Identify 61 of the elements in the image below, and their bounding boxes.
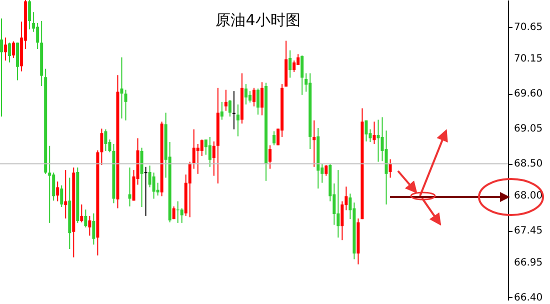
- candlestick: [92, 212, 96, 246]
- candlestick: [228, 100, 232, 118]
- candlestick: [140, 147, 144, 208]
- candlestick: [148, 165, 152, 188]
- candlestick: [208, 136, 212, 168]
- candlestick: [300, 54, 304, 96]
- candlestick: [84, 209, 88, 228]
- candlestick: [60, 184, 64, 208]
- candlestick: [124, 89, 128, 121]
- candlestick: [88, 215, 92, 236]
- candlestick: [224, 89, 228, 112]
- candlestick: [48, 145, 52, 224]
- candlestick: [152, 172, 156, 200]
- candlestick: [12, 40, 16, 58]
- candlestick: [36, 22, 40, 50]
- candlestick: [80, 204, 84, 223]
- y-tick-label: 66.40: [514, 292, 543, 304]
- candlestick: [192, 128, 196, 170]
- candlestick: [200, 138, 204, 157]
- candlestick: [288, 50, 292, 78]
- candlestick: [172, 206, 176, 220]
- candlestick: [252, 87, 256, 107]
- candlestick: [248, 90, 252, 104]
- y-tick-label: 68.00: [514, 190, 543, 202]
- candlestick: [376, 119, 380, 162]
- text: 原油4小时图: [216, 11, 300, 29]
- candlestick: [180, 208, 184, 224]
- candlestick: [336, 170, 340, 238]
- candlestick: [64, 170, 68, 219]
- candlestick: [364, 120, 368, 142]
- candlestick: [212, 140, 216, 176]
- candlestick: [220, 101, 224, 120]
- candlestick: [236, 104, 240, 137]
- y-tick-label: 69.60: [514, 88, 543, 100]
- candlestick: [52, 172, 56, 202]
- candlestick: [244, 84, 248, 105]
- candlestick: [324, 164, 328, 176]
- candlestick: [272, 130, 276, 146]
- y-tick-label: 68.50: [514, 158, 543, 170]
- candlestick: [188, 161, 192, 218]
- candlestick: [0, 18, 4, 118]
- candlestick: [4, 37, 8, 62]
- candlestick: [256, 88, 260, 116]
- y-tick-label: 67.45: [514, 226, 543, 237]
- candlestick: [120, 56, 124, 119]
- candlestick: [372, 121, 376, 144]
- candlestick: [260, 82, 264, 116]
- candlestick: [312, 120, 316, 168]
- y-tick-label: 66.95: [514, 257, 543, 268]
- candlestick: [100, 128, 104, 166]
- candlestick: [268, 144, 272, 170]
- candlestick: [28, 0, 32, 30]
- candlestick: [292, 60, 296, 72]
- candlestick: [104, 128, 108, 152]
- y-tick-label: 70.65: [514, 22, 543, 33]
- y-tick-label: 70.15: [514, 54, 543, 65]
- candlestick: [8, 42, 12, 63]
- y-tick-label: 69.05: [514, 124, 543, 135]
- candlestick: [56, 181, 60, 202]
- candlestick: [196, 143, 200, 174]
- candlestick: [388, 158, 392, 178]
